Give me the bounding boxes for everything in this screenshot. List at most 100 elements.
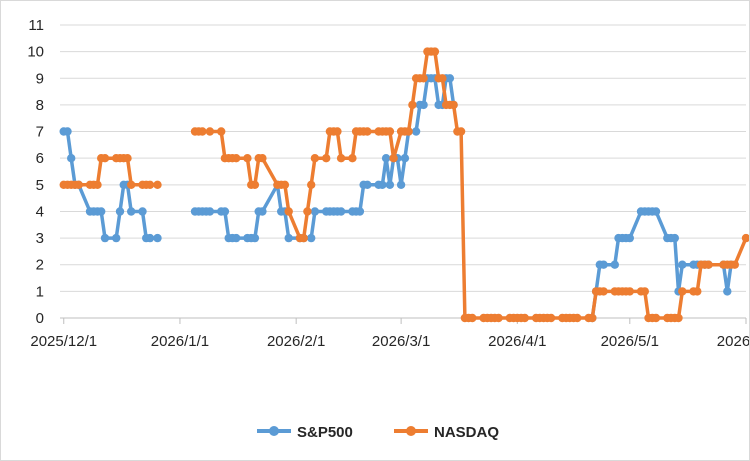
data-point[interactable] <box>63 127 72 136</box>
x-tick-label: 2025/12/1 <box>30 333 97 350</box>
data-point[interactable] <box>310 154 320 163</box>
data-point[interactable] <box>674 313 683 323</box>
y-tick-label: 5 <box>36 177 44 194</box>
data-point[interactable] <box>438 74 447 83</box>
legend-entry-sp500[interactable]: S&P500 <box>257 424 353 441</box>
data-point[interactable] <box>385 180 395 189</box>
data-point[interactable] <box>243 154 252 163</box>
axes: 0 1 2 3 4 5 6 7 8 9 10 11 2025/12/1 2026/1/1 2026/2/1 2… <box>27 17 750 350</box>
x-tick-label: 2026/6/1 <box>717 333 750 350</box>
data-point[interactable] <box>310 207 320 216</box>
data-point[interactable] <box>115 207 125 216</box>
data-point[interactable] <box>610 260 619 269</box>
data-point[interactable] <box>363 127 372 136</box>
data-point[interactable] <box>723 287 732 296</box>
data-point[interactable] <box>404 127 413 136</box>
data-point[interactable] <box>411 127 421 136</box>
data-point[interactable] <box>363 180 372 189</box>
y-tick-label: 9 <box>36 70 44 87</box>
data-point[interactable] <box>153 233 162 243</box>
data-point[interactable] <box>127 207 136 216</box>
data-point[interactable] <box>205 207 215 216</box>
data-point[interactable] <box>232 154 241 163</box>
data-point[interactable] <box>640 287 649 296</box>
data-point[interactable] <box>625 233 634 243</box>
data-point[interactable] <box>284 233 293 243</box>
data-point[interactable] <box>258 207 267 216</box>
data-point[interactable] <box>100 154 110 163</box>
data-point[interactable] <box>123 154 132 163</box>
data-point[interactable] <box>588 313 597 323</box>
data-point[interactable] <box>303 207 312 216</box>
data-point[interactable] <box>678 260 687 269</box>
data-point[interactable] <box>400 154 410 163</box>
data-point[interactable] <box>678 287 687 296</box>
y-tick-label: 0 <box>36 310 44 327</box>
data-point[interactable] <box>730 260 739 269</box>
data-point[interactable] <box>138 207 147 216</box>
x-tick-label: 2026/2/1 <box>267 333 325 350</box>
y-tick-label: 4 <box>36 203 44 220</box>
data-point[interactable] <box>741 233 750 243</box>
data-point[interactable] <box>599 260 608 269</box>
data-point[interactable] <box>385 127 395 136</box>
data-point[interactable] <box>430 47 440 56</box>
data-point[interactable] <box>378 180 387 189</box>
data-point[interactable] <box>112 233 121 243</box>
data-point[interactable] <box>153 180 162 189</box>
data-point[interactable] <box>456 127 466 136</box>
data-point[interactable] <box>74 180 83 189</box>
data-point[interactable] <box>389 154 398 163</box>
data-point[interactable] <box>127 180 136 189</box>
data-point[interactable] <box>336 207 346 216</box>
data-point[interactable] <box>419 100 428 110</box>
data-point[interactable] <box>494 313 503 323</box>
data-point[interactable] <box>599 287 608 296</box>
data-point[interactable] <box>217 127 226 136</box>
data-point[interactable] <box>693 287 702 296</box>
data-point[interactable] <box>336 154 346 163</box>
data-point[interactable] <box>670 233 679 243</box>
data-point[interactable] <box>396 180 406 189</box>
data-point[interactable] <box>322 154 331 163</box>
data-point[interactable] <box>93 180 102 189</box>
data-point[interactable] <box>67 154 76 163</box>
data-point[interactable] <box>449 100 458 110</box>
data-point[interactable] <box>232 233 241 243</box>
y-tick-label: 1 <box>36 283 44 300</box>
data-point[interactable] <box>651 313 661 323</box>
data-point[interactable] <box>205 127 215 136</box>
legend-entry-nasdaq[interactable]: NASDAQ <box>394 424 499 441</box>
data-point[interactable] <box>625 287 634 296</box>
data-point[interactable] <box>348 154 357 163</box>
data-point[interactable] <box>250 233 260 243</box>
plot-area <box>59 47 750 323</box>
data-point[interactable] <box>704 260 713 269</box>
data-point[interactable] <box>445 74 455 83</box>
data-point[interactable] <box>468 313 477 323</box>
data-point[interactable] <box>145 180 155 189</box>
data-point[interactable] <box>419 74 428 83</box>
data-point[interactable] <box>408 100 417 110</box>
data-point[interactable] <box>220 207 230 216</box>
data-point[interactable] <box>145 233 155 243</box>
legend-label-nasdaq: NASDAQ <box>434 424 499 441</box>
data-point[interactable] <box>546 313 556 323</box>
data-point[interactable] <box>651 207 661 216</box>
data-point[interactable] <box>333 127 342 136</box>
data-point[interactable] <box>280 180 290 189</box>
data-point[interactable] <box>100 233 110 243</box>
data-point[interactable] <box>307 233 316 243</box>
data-point[interactable] <box>573 313 582 323</box>
data-point[interactable] <box>258 154 267 163</box>
data-point[interactable] <box>520 313 529 323</box>
data-point[interactable] <box>250 180 260 189</box>
data-point[interactable] <box>198 127 207 136</box>
data-point[interactable] <box>299 233 308 243</box>
data-point[interactable] <box>355 207 365 216</box>
data-point[interactable] <box>381 154 391 163</box>
data-point[interactable] <box>284 207 293 216</box>
data-point[interactable] <box>97 207 106 216</box>
data-point[interactable] <box>307 180 316 189</box>
series-sp500 <box>59 74 736 323</box>
